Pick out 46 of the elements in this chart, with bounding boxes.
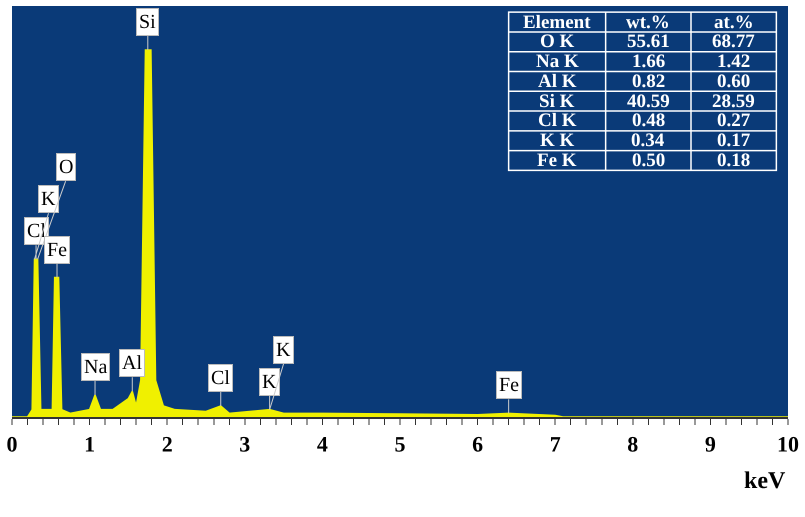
x-tick-label: 4 xyxy=(316,431,328,456)
annotation: O xyxy=(59,156,74,178)
text: at.% xyxy=(714,12,754,33)
annotation: 0.18 xyxy=(717,150,750,171)
x-tick-label: 7 xyxy=(550,431,561,456)
annotation: O K xyxy=(540,31,575,52)
annotation: Fe xyxy=(499,374,520,396)
annotation: Na K xyxy=(536,51,579,72)
x-axis-title: keV xyxy=(744,468,786,494)
annotation: 28.59 xyxy=(712,91,755,112)
annotation: 68.77 xyxy=(712,31,756,52)
annotation: 0.60 xyxy=(717,71,750,92)
annotation: 0.27 xyxy=(717,110,751,131)
annotation: Na xyxy=(84,356,108,378)
text: wt.% xyxy=(626,12,670,33)
annotation: K xyxy=(41,188,56,210)
x-tick-label: 5 xyxy=(394,431,406,456)
annotation: Al K xyxy=(538,71,577,92)
annotation: Si xyxy=(139,11,156,33)
annotation: Si K xyxy=(539,91,575,112)
annotation: 0.50 xyxy=(632,150,666,171)
x-tick-label: 1 xyxy=(84,431,96,456)
annotation: Cl xyxy=(211,367,230,389)
annotation: 0.82 xyxy=(632,71,666,92)
annotation: K xyxy=(276,339,291,361)
annotation: Fe xyxy=(47,239,68,261)
x-tick-label: 3 xyxy=(239,431,250,456)
x-tick-label: 6 xyxy=(472,431,484,456)
x-tick-label: 9 xyxy=(704,431,716,456)
x-tick-label: 0 xyxy=(6,431,18,456)
annotation: 1.42 xyxy=(717,51,750,72)
annotation: 0.34 xyxy=(631,130,665,151)
annotation: K xyxy=(262,371,277,393)
annotation: 0.48 xyxy=(632,110,666,131)
annotation: 1.66 xyxy=(632,51,666,72)
annotation: Al xyxy=(122,352,142,374)
annotation: 0.17 xyxy=(717,130,751,151)
annotation: K K xyxy=(540,130,575,151)
text: Element xyxy=(523,12,592,33)
annotation: 55.61 xyxy=(627,31,670,52)
annotation: 40.59 xyxy=(627,91,670,112)
annotation: Fe K xyxy=(537,150,577,171)
x-tick-label: 2 xyxy=(162,431,173,456)
annotation: Cl K xyxy=(538,110,577,131)
x-tick-label: 8 xyxy=(627,431,638,456)
x-tick-label: 10 xyxy=(777,431,799,456)
